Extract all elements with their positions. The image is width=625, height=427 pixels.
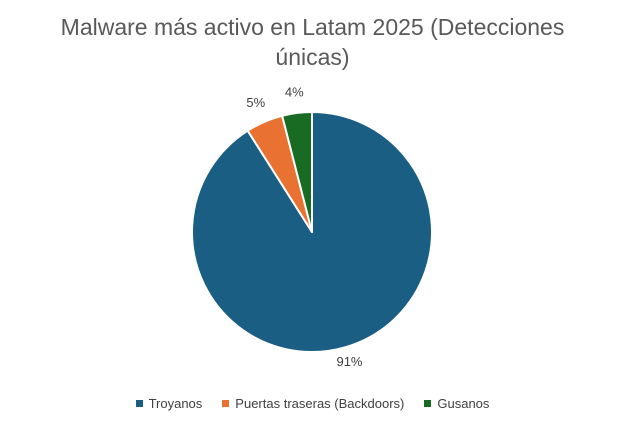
legend-label-backdoors: Puertas traseras (Backdoors) xyxy=(235,396,405,411)
chart-title-line-2: únicas) xyxy=(275,44,350,70)
chart-legend: Troyanos Puertas traseras (Backdoors) Gu… xyxy=(0,396,625,411)
legend-item-troyanos: Troyanos xyxy=(135,396,203,411)
legend-label-gusanos: Gusanos xyxy=(437,396,490,411)
legend-swatch-troyanos xyxy=(135,400,143,407)
chart-title-line-1: Malware más activo en Latam 2025 (Detecc… xyxy=(60,14,565,40)
data-label-gusanos: 4% xyxy=(285,85,304,100)
data-label-troyanos: 91% xyxy=(336,354,362,369)
data-label-backdoors: 5% xyxy=(246,95,265,110)
legend-item-backdoors: Puertas traseras (Backdoors) xyxy=(222,396,404,411)
chart-title: Malware más activo en Latam 2025 (Detecc… xyxy=(0,12,625,72)
legend-item-gusanos: Gusanos xyxy=(424,396,489,411)
legend-swatch-backdoors xyxy=(222,400,230,407)
legend-label-troyanos: Troyanos xyxy=(148,396,203,411)
legend-swatch-gusanos xyxy=(424,400,432,407)
pie-slice-gusanos xyxy=(281,111,313,233)
